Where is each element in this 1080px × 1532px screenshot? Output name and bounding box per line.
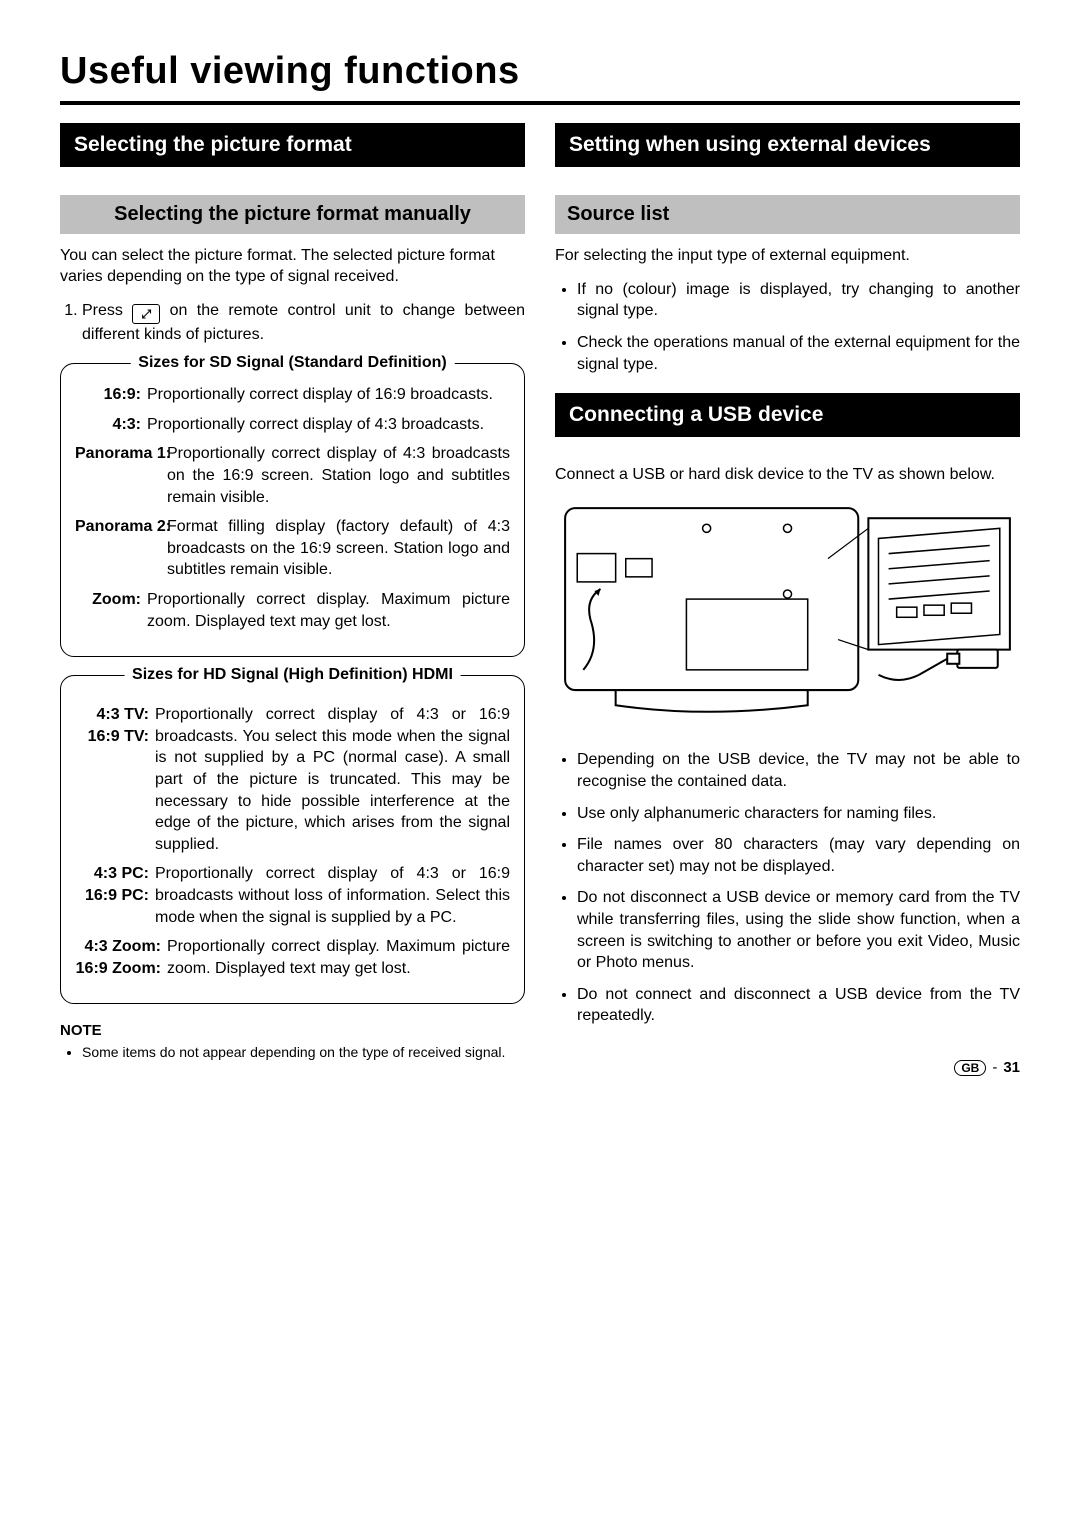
source-intro: For selecting the input type of external…	[555, 246, 1020, 267]
hd-def-list: 4:3 TV:16:9 TV:Proportionally correct di…	[75, 704, 510, 979]
def-label: Zoom:	[75, 589, 147, 632]
def-text: Proportionally correct display of 4:3 br…	[167, 443, 510, 508]
def-text: Proportionally correct display of 16:9 b…	[147, 384, 510, 406]
note-item: Some items do not appear depending on th…	[82, 1043, 525, 1062]
right-column: Setting when using external devices Sour…	[555, 123, 1020, 1076]
def-text: Format filling display (factory default)…	[167, 516, 510, 581]
title-rule	[60, 101, 1020, 105]
section-heading-picture-format: Selecting the picture format	[60, 123, 525, 167]
source-bullet: If no (colour) image is displayed, try c…	[577, 279, 1020, 322]
step-1: Press ⤢ on the remote control unit to ch…	[82, 300, 525, 346]
tv-usb-diagram	[555, 498, 1020, 725]
section-heading-usb: Connecting a USB device	[555, 393, 1020, 437]
footer-sep: -	[992, 1059, 997, 1076]
def-text: Proportionally correct display of 4:3 br…	[147, 414, 510, 436]
usb-intro: Connect a USB or hard disk device to the…	[555, 465, 1020, 486]
subsection-heading-manual: Selecting the picture format manually	[60, 195, 525, 234]
usb-bullet: Do not connect and disconnect a USB devi…	[577, 984, 1020, 1027]
hd-box-title: Sizes for HD Signal (High Definition) HD…	[124, 666, 461, 684]
def-text: Proportionally correct display. Maximum …	[167, 936, 510, 979]
def-row: 4:3:Proportionally correct display of 4:…	[75, 414, 510, 436]
def-text: Proportionally correct display of 4:3 or…	[155, 704, 510, 855]
def-row: Panorama 1:Proportionally correct displa…	[75, 443, 510, 508]
def-label: 4:3 PC:16:9 PC:	[75, 863, 155, 928]
usb-bullets: Depending on the USB device, the TV may …	[555, 749, 1020, 1027]
sd-def-list: 16:9:Proportionally correct display of 1…	[75, 384, 510, 632]
def-row: Zoom:Proportionally correct display. Max…	[75, 589, 510, 632]
section-heading-external: Setting when using external devices	[555, 123, 1020, 167]
def-label: 16:9:	[75, 384, 147, 406]
intro-paragraph: You can select the picture format. The s…	[60, 246, 525, 288]
def-row: 4:3 Zoom:16:9 Zoom:Proportionally correc…	[75, 936, 510, 979]
page-number: 31	[1003, 1059, 1020, 1076]
region-badge: GB	[954, 1060, 986, 1076]
usb-bullet: Depending on the USB device, the TV may …	[577, 749, 1020, 792]
def-label: Panorama 2:	[75, 516, 167, 581]
usb-bullet: Use only alphanumeric characters for nam…	[577, 803, 1020, 825]
note-label: NOTE	[60, 1022, 525, 1039]
diagram-svg	[555, 498, 1020, 720]
sd-box-title: Sizes for SD Signal (Standard Definition…	[130, 354, 454, 372]
def-label: 4:3:	[75, 414, 147, 436]
def-row: 4:3 TV:16:9 TV:Proportionally correct di…	[75, 704, 510, 855]
def-row: 4:3 PC:16:9 PC:Proportionally correct di…	[75, 863, 510, 928]
two-column-layout: Selecting the picture format Selecting t…	[60, 123, 1020, 1076]
def-label: 4:3 Zoom:16:9 Zoom:	[75, 936, 167, 979]
manual-page: Useful viewing functions Selecting the p…	[0, 0, 1080, 1116]
def-row: Panorama 2:Format filling display (facto…	[75, 516, 510, 581]
page-title: Useful viewing functions	[60, 50, 1020, 93]
def-text: Proportionally correct display of 4:3 or…	[155, 863, 510, 928]
subsection-heading-source-list: Source list	[555, 195, 1020, 234]
left-column: Selecting the picture format Selecting t…	[60, 123, 525, 1076]
usb-bullet: Do not disconnect a USB device or memory…	[577, 887, 1020, 973]
step-1-text-a: Press	[82, 302, 132, 319]
page-footer: GB - 31	[954, 1059, 1020, 1076]
def-label: Panorama 1:	[75, 443, 167, 508]
def-row: 16:9:Proportionally correct display of 1…	[75, 384, 510, 406]
source-bullet: Check the operations manual of the exter…	[577, 332, 1020, 375]
source-bullets: If no (colour) image is displayed, try c…	[555, 279, 1020, 375]
note-bullets: Some items do not appear depending on th…	[60, 1043, 525, 1062]
def-label: 4:3 TV:16:9 TV:	[75, 704, 155, 855]
sd-signal-box: Sizes for SD Signal (Standard Definition…	[60, 363, 525, 657]
step-list: Press ⤢ on the remote control unit to ch…	[60, 300, 525, 346]
hd-signal-box: Sizes for HD Signal (High Definition) HD…	[60, 675, 525, 1004]
def-text: Proportionally correct display. Maximum …	[147, 589, 510, 632]
usb-bullet: File names over 80 characters (may vary …	[577, 834, 1020, 877]
format-button-icon: ⤢	[132, 304, 160, 324]
